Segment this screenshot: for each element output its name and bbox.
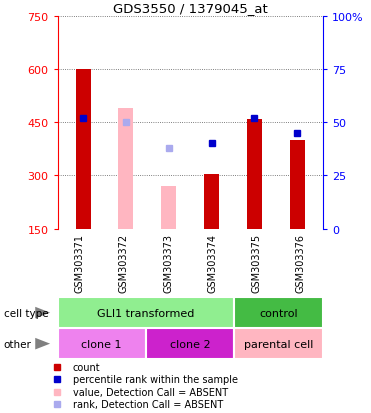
Text: GSM303376: GSM303376 xyxy=(296,234,306,293)
Text: GSM303373: GSM303373 xyxy=(163,234,173,293)
Bar xyxy=(58,297,234,328)
Bar xyxy=(118,109,134,229)
Bar xyxy=(58,328,146,359)
Text: GLI1 transformed: GLI1 transformed xyxy=(97,308,195,318)
Bar xyxy=(204,174,219,229)
Bar xyxy=(76,70,91,229)
Text: cell type: cell type xyxy=(4,308,48,318)
Text: other: other xyxy=(4,339,32,349)
Bar xyxy=(161,187,176,229)
Text: clone 2: clone 2 xyxy=(170,339,210,349)
Text: parental cell: parental cell xyxy=(244,339,313,349)
Text: count: count xyxy=(73,362,100,372)
Text: value, Detection Call = ABSENT: value, Detection Call = ABSENT xyxy=(73,387,228,397)
Text: control: control xyxy=(259,308,298,318)
Bar xyxy=(234,328,323,359)
Text: GSM303375: GSM303375 xyxy=(252,234,262,293)
Text: GSM303374: GSM303374 xyxy=(207,234,217,293)
Text: percentile rank within the sample: percentile rank within the sample xyxy=(73,375,237,385)
Bar xyxy=(234,297,323,328)
Bar xyxy=(290,140,305,229)
Polygon shape xyxy=(35,307,50,319)
Text: rank, Detection Call = ABSENT: rank, Detection Call = ABSENT xyxy=(73,399,223,409)
Text: clone 1: clone 1 xyxy=(82,339,122,349)
Bar xyxy=(146,328,234,359)
Title: GDS3550 / 1379045_at: GDS3550 / 1379045_at xyxy=(113,2,267,15)
Bar xyxy=(247,119,262,229)
Text: GSM303371: GSM303371 xyxy=(75,234,85,293)
Polygon shape xyxy=(35,338,50,349)
Text: GSM303372: GSM303372 xyxy=(119,234,129,293)
